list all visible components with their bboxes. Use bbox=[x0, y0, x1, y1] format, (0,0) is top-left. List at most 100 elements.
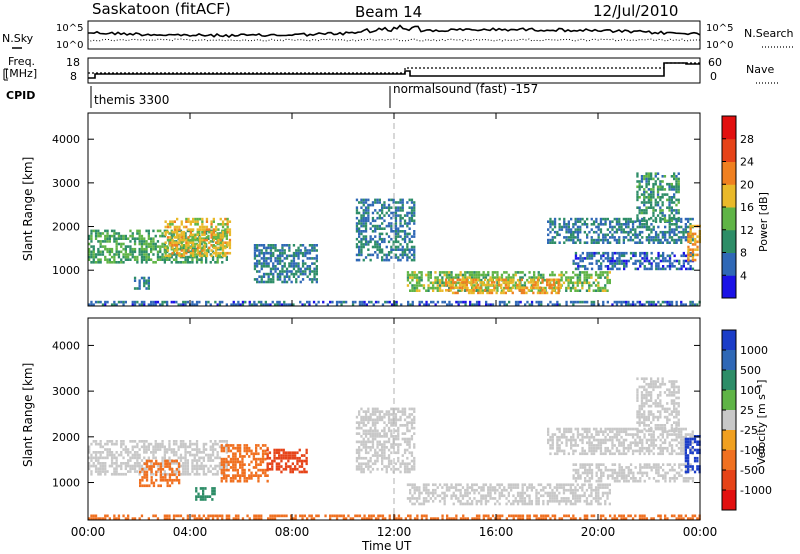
data-cell bbox=[657, 452, 660, 456]
data-cell bbox=[558, 491, 561, 495]
data-cell bbox=[205, 254, 209, 258]
data-cell bbox=[670, 196, 673, 199]
data-cell bbox=[265, 259, 268, 263]
data-cell bbox=[606, 271, 609, 274]
data-cell bbox=[664, 300, 667, 304]
data-cell bbox=[399, 216, 402, 220]
data-cell bbox=[650, 257, 653, 260]
data-cell bbox=[133, 470, 137, 473]
data-cell bbox=[201, 217, 204, 221]
data-cell bbox=[666, 446, 669, 450]
data-cell bbox=[631, 435, 635, 439]
data-cell bbox=[549, 497, 552, 500]
data-cell bbox=[652, 190, 655, 194]
data-cell bbox=[662, 254, 665, 258]
data-cell bbox=[556, 446, 559, 450]
data-cell bbox=[563, 452, 566, 456]
data-cell bbox=[99, 451, 102, 454]
data-cell bbox=[562, 483, 566, 487]
data-cell bbox=[413, 486, 416, 489]
data-cell bbox=[547, 441, 550, 445]
data-cell bbox=[283, 275, 286, 278]
data-cell bbox=[297, 254, 300, 258]
data-cell bbox=[549, 300, 552, 304]
data-cell bbox=[643, 435, 646, 439]
data-cell bbox=[585, 276, 589, 279]
data-cell bbox=[514, 303, 518, 306]
data-cell bbox=[297, 270, 300, 273]
data-cell bbox=[143, 303, 146, 306]
data-cell bbox=[381, 206, 384, 209]
data-cell bbox=[584, 257, 587, 260]
data-cell bbox=[657, 262, 660, 265]
data-cell bbox=[620, 441, 623, 445]
data-cell bbox=[104, 237, 107, 240]
data-cell bbox=[673, 463, 676, 466]
data-cell bbox=[234, 455, 237, 458]
data-cell bbox=[213, 492, 216, 496]
data-cell bbox=[638, 180, 641, 183]
data-cell bbox=[193, 242, 196, 246]
data-cell bbox=[297, 267, 300, 271]
data-cell bbox=[411, 497, 414, 500]
data-cell bbox=[532, 286, 535, 289]
data-cell bbox=[606, 483, 609, 487]
data-cell bbox=[572, 236, 575, 239]
data-cell bbox=[204, 487, 207, 490]
data-cell bbox=[145, 245, 148, 248]
data-cell bbox=[143, 247, 146, 251]
data-cell bbox=[680, 241, 683, 244]
data-cell bbox=[269, 249, 273, 252]
data-cell bbox=[500, 273, 504, 277]
data-cell bbox=[553, 236, 557, 239]
data-cell bbox=[447, 289, 450, 292]
data-cell bbox=[606, 233, 609, 237]
data-cell bbox=[650, 206, 653, 209]
data-cell bbox=[645, 172, 648, 175]
data-cell bbox=[178, 470, 181, 474]
data-cell bbox=[604, 499, 607, 503]
data-cell bbox=[519, 497, 522, 500]
data-cell bbox=[210, 233, 213, 237]
data-cell bbox=[205, 258, 208, 261]
data-cell bbox=[156, 255, 160, 259]
data-cell bbox=[221, 445, 224, 449]
data-cell bbox=[510, 276, 513, 279]
data-cell bbox=[145, 476, 149, 479]
data-cell bbox=[689, 267, 692, 271]
data-cell bbox=[311, 278, 314, 281]
data-cell bbox=[161, 472, 164, 476]
data-cell bbox=[521, 486, 524, 489]
data-cell bbox=[106, 453, 109, 457]
data-cell bbox=[689, 227, 692, 230]
data-cell bbox=[663, 214, 667, 217]
data-cell bbox=[180, 241, 183, 244]
data-cell bbox=[613, 236, 616, 239]
data-cell bbox=[572, 276, 575, 279]
data-cell bbox=[567, 228, 570, 231]
data-cell bbox=[397, 256, 400, 259]
data-cell bbox=[220, 468, 223, 472]
data-cell bbox=[542, 494, 545, 498]
data-cell bbox=[498, 502, 501, 506]
data-cell bbox=[418, 491, 421, 495]
data-cell bbox=[691, 267, 695, 271]
data-cell bbox=[572, 433, 575, 436]
data-cell bbox=[266, 454, 269, 457]
data-cell bbox=[611, 438, 614, 442]
data-cell bbox=[472, 278, 475, 282]
data-cell bbox=[147, 279, 150, 282]
data-cell bbox=[145, 470, 149, 474]
data-cell bbox=[390, 227, 393, 230]
data-cell bbox=[371, 245, 375, 249]
data-cell bbox=[168, 456, 171, 460]
data-cell bbox=[581, 494, 584, 498]
data-cell bbox=[283, 249, 286, 252]
data-cell bbox=[152, 484, 156, 488]
data-cell bbox=[282, 448, 285, 452]
data-cell bbox=[549, 446, 552, 450]
data-cell bbox=[643, 433, 646, 436]
data-cell bbox=[212, 217, 215, 221]
data-cell bbox=[537, 483, 540, 487]
data-cell bbox=[570, 427, 573, 431]
